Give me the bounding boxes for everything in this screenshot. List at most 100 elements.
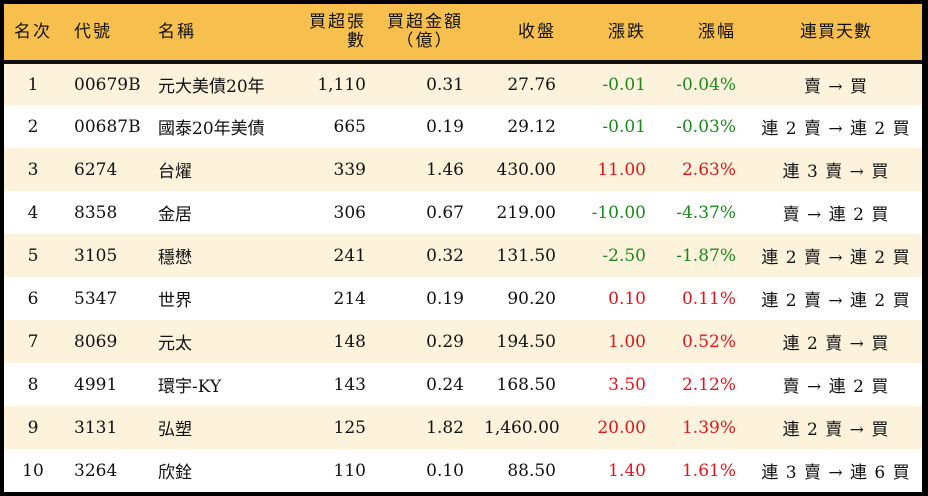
cell-close: 168.50 xyxy=(496,374,556,395)
cell-name: 國泰20年美債 xyxy=(158,119,265,139)
cell-name: 穩懋 xyxy=(158,248,192,268)
cell-net-buy-amount: 0.10 xyxy=(426,460,464,481)
header-change: 漲跌 xyxy=(608,21,646,42)
net-buy-ranking-table: 名次 代號 名稱 買超張數 買超金額 （億） 收盤 漲跌 漲幅 連買天數 1 0… xyxy=(4,4,922,492)
cell-code: 5347 xyxy=(74,288,118,309)
cell-rank: 5 xyxy=(27,245,39,266)
cell-rank: 8 xyxy=(27,374,39,395)
cell-code: 00679B xyxy=(74,74,141,95)
header-code: 代號 xyxy=(74,21,112,42)
table-row: 7 8069 元太 148 0.29 194.50 1.00 0.52% 連 2… xyxy=(4,320,922,363)
cell-close: 430.00 xyxy=(496,159,556,180)
cell-rank: 10 xyxy=(22,460,44,481)
cell-close: 29.12 xyxy=(507,116,556,137)
cell-net-buy-lots: 214 xyxy=(333,288,366,309)
cell-net-buy-amount: 0.32 xyxy=(426,245,464,266)
cell-rank: 9 xyxy=(27,417,39,438)
cell-change: -2.50 xyxy=(602,245,646,266)
table-row: 3 6274 台燿 339 1.46 430.00 11.00 2.63% 連 … xyxy=(4,148,922,191)
cell-code: 3105 xyxy=(74,245,118,266)
cell-change: -10.00 xyxy=(591,202,646,223)
header-close: 收盤 xyxy=(518,21,556,42)
net-buy-ranking-table-container: 名次 代號 名稱 買超張數 買超金額 （億） 收盤 漲跌 漲幅 連買天數 1 0… xyxy=(4,4,922,492)
cell-streak: 賣 → 買 xyxy=(803,77,869,97)
cell-name: 台燿 xyxy=(158,162,192,182)
header-rank: 名次 xyxy=(14,21,52,42)
cell-streak: 賣 → 連 2 買 xyxy=(782,377,890,397)
cell-change-pct: -1.87% xyxy=(676,245,736,266)
cell-change-pct: -4.37% xyxy=(676,202,736,223)
cell-close: 131.50 xyxy=(496,245,556,266)
cell-change-pct: 0.11% xyxy=(681,288,736,309)
cell-change: 20.00 xyxy=(597,417,646,438)
cell-change: 1.00 xyxy=(608,331,646,352)
cell-net-buy-amount: 0.31 xyxy=(426,74,464,95)
cell-change: -0.01 xyxy=(602,116,646,137)
cell-name: 元太 xyxy=(158,334,192,354)
table-row: 6 5347 世界 214 0.19 90.20 0.10 0.11% 連 2 … xyxy=(4,277,922,320)
cell-name: 金居 xyxy=(158,205,192,225)
cell-code: 3131 xyxy=(74,417,118,438)
cell-close: 1,460.00 xyxy=(484,417,560,438)
cell-net-buy-amount: 1.82 xyxy=(426,417,464,438)
cell-change-pct: -0.04% xyxy=(676,74,736,95)
cell-rank: 2 xyxy=(27,116,39,137)
cell-streak: 連 2 賣 → 買 xyxy=(782,420,890,440)
table-row: 9 3131 弘塑 125 1.82 1,460.00 20.00 1.39% … xyxy=(4,406,922,449)
cell-close: 27.76 xyxy=(507,74,556,95)
header-net-buy-amount-line2: （億） xyxy=(396,31,454,51)
cell-streak: 連 3 賣 → 連 6 買 xyxy=(761,463,911,483)
cell-name: 弘塑 xyxy=(158,420,192,440)
cell-code: 8358 xyxy=(74,202,118,223)
cell-rank: 3 xyxy=(27,159,39,180)
cell-net-buy-amount: 0.19 xyxy=(426,116,464,137)
cell-net-buy-lots: 143 xyxy=(333,374,366,395)
cell-change-pct: 1.61% xyxy=(681,460,736,481)
cell-name: 欣銓 xyxy=(158,463,192,483)
cell-change-pct: 2.63% xyxy=(681,159,736,180)
header-net-buy-amount-line1: 買超金額 xyxy=(387,12,463,32)
cell-net-buy-lots: 110 xyxy=(333,460,366,481)
cell-streak: 連 2 賣 → 連 2 買 xyxy=(761,291,911,311)
cell-close: 90.20 xyxy=(507,288,556,309)
cell-rank: 4 xyxy=(27,202,39,223)
cell-code: 8069 xyxy=(74,331,118,352)
cell-streak: 連 2 賣 → 買 xyxy=(782,334,890,354)
table-row: 4 8358 金居 306 0.67 219.00 -10.00 -4.37% … xyxy=(4,191,922,234)
cell-change: 1.40 xyxy=(608,460,646,481)
cell-streak: 連 3 賣 → 買 xyxy=(782,162,890,182)
header-row: 名次 代號 名稱 買超張數 買超金額 （億） 收盤 漲跌 漲幅 連買天數 xyxy=(4,4,922,62)
cell-code: 00687B xyxy=(74,116,141,137)
cell-change-pct: 0.52% xyxy=(681,331,736,352)
cell-code: 4991 xyxy=(74,374,118,395)
cell-rank: 6 xyxy=(27,288,39,309)
cell-change-pct: 1.39% xyxy=(681,417,736,438)
cell-net-buy-lots: 306 xyxy=(333,202,366,223)
table-row: 10 3264 欣銓 110 0.10 88.50 1.40 1.61% 連 3… xyxy=(4,449,922,492)
cell-close: 219.00 xyxy=(496,202,556,223)
cell-net-buy-lots: 241 xyxy=(333,245,366,266)
cell-net-buy-lots: 339 xyxy=(333,159,366,180)
cell-change: -0.01 xyxy=(602,74,646,95)
header-change-pct: 漲幅 xyxy=(698,21,736,42)
cell-change-pct: -0.03% xyxy=(676,116,736,137)
header-streak: 連買天數 xyxy=(800,21,872,42)
table-row: 1 00679B 元大美債20年 1,110 0.31 27.76 -0.01 … xyxy=(4,62,922,105)
cell-streak: 賣 → 連 2 買 xyxy=(782,205,890,225)
cell-change: 11.00 xyxy=(597,159,646,180)
cell-net-buy-amount: 1.46 xyxy=(426,159,464,180)
cell-rank: 7 xyxy=(27,331,39,352)
table-row: 2 00687B 國泰20年美債 665 0.19 29.12 -0.01 -0… xyxy=(4,105,922,148)
cell-net-buy-amount: 0.67 xyxy=(426,202,464,223)
cell-code: 6274 xyxy=(74,159,118,180)
cell-name: 世界 xyxy=(158,291,192,311)
header-net-buy-lots: 買超張數 xyxy=(309,12,366,51)
cell-net-buy-amount: 0.19 xyxy=(426,288,464,309)
cell-code: 3264 xyxy=(74,460,118,481)
header-name: 名稱 xyxy=(158,21,196,42)
cell-net-buy-lots: 665 xyxy=(333,116,366,137)
cell-net-buy-lots: 148 xyxy=(333,331,366,352)
table-row: 5 3105 穩懋 241 0.32 131.50 -2.50 -1.87% 連… xyxy=(4,234,922,277)
header-net-buy-amount: 買超金額 （億） xyxy=(380,4,478,62)
cell-change: 3.50 xyxy=(608,374,646,395)
